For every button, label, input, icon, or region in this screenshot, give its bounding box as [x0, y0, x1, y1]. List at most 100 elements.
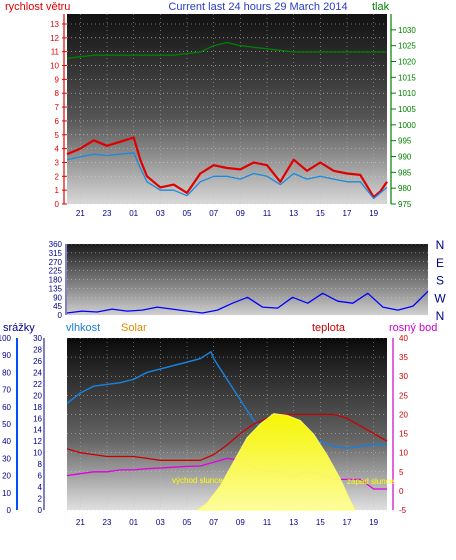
time-tick-label: 15	[316, 518, 325, 527]
time-tick-label: 19	[369, 518, 378, 527]
humidity-tick-label: 2	[38, 495, 43, 504]
time-tick-label: 01	[129, 209, 138, 218]
time-tick-label: 17	[343, 518, 352, 527]
precip-tick-label: 100	[0, 334, 12, 343]
wind-tick-label: 2	[55, 172, 60, 181]
temperature-tick-label: 20	[399, 410, 408, 419]
time-tick-label: 19	[369, 209, 378, 218]
humidity-tick-label: 22	[33, 380, 42, 389]
pressure-tick-label: 1020	[398, 58, 416, 67]
time-tick-label: 09	[236, 518, 245, 527]
time-tick-label: 21	[76, 518, 85, 527]
temperature-tick-label: 40	[399, 334, 408, 343]
wind-tick-label: 0	[55, 200, 60, 209]
pressure-tick-label: 1000	[398, 121, 416, 130]
time-tick-label: 07	[209, 209, 218, 218]
wind-tick-label: 6	[55, 117, 60, 126]
precip-axis-label: srážky	[3, 322, 35, 334]
temperature-axis-label: teplota	[312, 322, 346, 334]
time-tick-label: 15	[316, 209, 325, 218]
pressure-tick-label: 1005	[398, 105, 416, 114]
pressure-tick-label: 975	[398, 200, 412, 209]
wind-tick-label: 12	[50, 34, 59, 43]
compass-label: N	[436, 309, 445, 323]
direction-tick-label: 180	[49, 276, 63, 285]
humidity-tick-label: 18	[33, 403, 42, 412]
direction-tick-label: 225	[49, 267, 63, 276]
temperature-tick-label: 15	[399, 430, 408, 439]
pressure-tick-label: 1015	[398, 73, 416, 82]
dewpoint-axis-label: rosný bod	[389, 322, 437, 334]
humidity-tick-label: 24	[33, 368, 42, 377]
temperature-tick-label: 25	[399, 391, 408, 400]
temperature-tick-label: -5	[399, 506, 407, 515]
humidity-tick-label: 6	[38, 472, 43, 481]
precip-tick-label: 40	[2, 437, 11, 446]
pressure-series-line	[66, 41, 387, 59]
pressure-tick-label: 1030	[398, 26, 416, 35]
wind-tick-label: 9	[55, 75, 60, 84]
humidity-tick-label: 20	[33, 391, 42, 400]
time-tick-label: 11	[263, 209, 272, 218]
pressure-tick-label: 985	[398, 168, 412, 177]
humidity-axis-label: vlhkost	[66, 322, 100, 334]
wind-tick-label: 13	[50, 20, 59, 29]
temperature-tick-label: 0	[399, 487, 404, 496]
compass-label: S	[436, 274, 444, 288]
direction-tick-label: 0	[58, 311, 63, 320]
humidity-tick-label: 4	[38, 483, 43, 492]
humidity-series-line	[66, 351, 387, 449]
humidity-tick-label: 26	[33, 357, 42, 366]
time-tick-label: 23	[103, 209, 112, 218]
time-tick-label: 21	[76, 209, 85, 218]
humidity-tick-label: 16	[33, 414, 42, 423]
temperature-series-line	[66, 413, 388, 461]
direction-tick-label: 45	[53, 302, 62, 311]
compass-label: N	[436, 238, 445, 252]
time-tick-label: 05	[183, 209, 192, 218]
time-tick-label: 05	[183, 518, 192, 527]
direction-tick-label: 270	[49, 258, 63, 267]
time-tick-label: 13	[289, 518, 298, 527]
wind-tick-label: 10	[50, 62, 59, 71]
direction-tick-label: 360	[49, 240, 63, 249]
chart-title: Current last 24 hours 29 March 2014	[168, 1, 347, 13]
direction-tick-label: 90	[53, 293, 62, 302]
temperature-tick-label: 10	[399, 449, 408, 458]
humidity-tick-label: 0	[38, 506, 43, 515]
sunrise-annotation: východ slunce	[172, 476, 223, 485]
compass-label: W	[434, 291, 446, 305]
wind-tick-label: 8	[55, 89, 60, 98]
temperature-tick-label: 30	[399, 372, 408, 381]
humidity-tick-label: 10	[33, 449, 42, 458]
precip-tick-label: 60	[2, 403, 11, 412]
time-tick-label: 09	[236, 209, 245, 218]
humidity-tick-label: 30	[33, 334, 42, 343]
gust-series-line	[66, 152, 388, 200]
humidity-tick-label: 28	[33, 345, 42, 354]
time-tick-label: 07	[209, 518, 218, 527]
wind-tick-label: 7	[55, 103, 60, 112]
precip-tick-label: 30	[2, 454, 11, 463]
wind-series-line	[66, 136, 388, 199]
time-tick-label: 03	[156, 209, 165, 218]
precip-tick-label: 10	[2, 489, 11, 498]
direction-tick-label: 135	[49, 284, 63, 293]
humidity-tick-label: 8	[38, 460, 43, 469]
direction-series-line	[66, 290, 429, 314]
panel-wind-background	[67, 14, 387, 204]
wind-tick-label: 5	[55, 131, 60, 140]
time-tick-label: 01	[129, 518, 138, 527]
time-tick-label: 03	[156, 518, 165, 527]
precip-tick-label: 70	[2, 386, 11, 395]
precip-tick-label: 80	[2, 368, 11, 377]
pressure-label: tlak	[372, 1, 390, 13]
direction-tick-label: 315	[49, 249, 63, 258]
pressure-tick-label: 1025	[398, 42, 416, 51]
precip-tick-label: 20	[2, 472, 11, 481]
precip-tick-label: 90	[2, 351, 11, 360]
sunset-annotation: západ slunce	[347, 477, 395, 486]
wind-tick-label: 4	[55, 145, 60, 154]
